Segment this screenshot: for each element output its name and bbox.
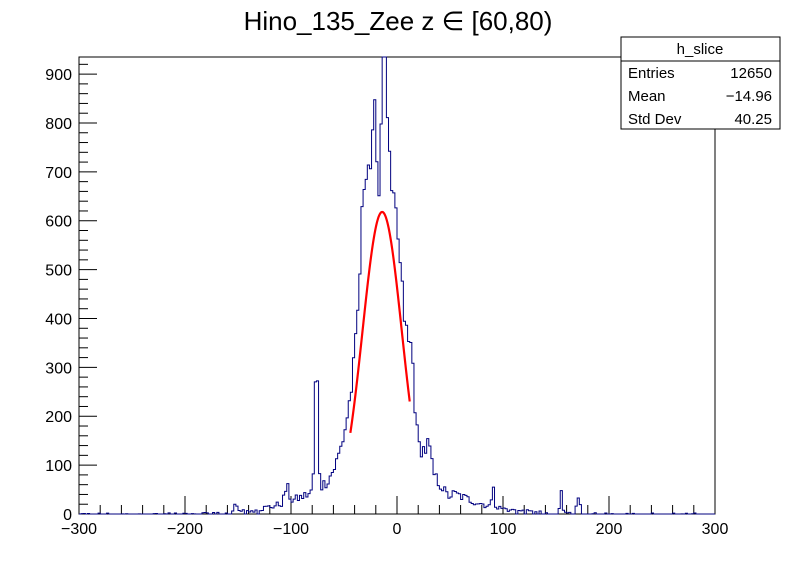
- x-axis-ticks: [78, 496, 716, 514]
- x-tick-label: 0: [393, 521, 402, 538]
- x-tick-label: 200: [596, 521, 623, 538]
- y-axis-ticks: [79, 63, 97, 515]
- stats-box-name: h_slice: [677, 41, 724, 58]
- x-tick-label: −200: [167, 521, 203, 538]
- y-tick-label: 300: [45, 360, 72, 377]
- stats-mean-value: −14.96: [726, 88, 772, 105]
- y-tick-label: 800: [45, 116, 72, 133]
- stats-entries-value: 12650: [730, 65, 772, 82]
- gaussian-fit-curve: [349, 210, 411, 434]
- y-tick-label: 400: [45, 311, 72, 328]
- x-tick-label: 100: [490, 521, 517, 538]
- y-tick-label: 700: [45, 165, 72, 182]
- stats-mean-label: Mean: [628, 88, 666, 105]
- y-tick-label: 500: [45, 263, 72, 280]
- x-tick-label: −100: [273, 521, 309, 538]
- x-axis-tick-labels: −300 −200 −100 0 100 200 300: [61, 521, 728, 538]
- stats-stddev-label: Std Dev: [628, 111, 682, 128]
- y-tick-label: 0: [63, 507, 72, 524]
- stats-stddev-value: 40.25: [734, 111, 772, 128]
- histogram-series: [79, 56, 715, 515]
- x-tick-label: −300: [61, 521, 97, 538]
- y-axis-tick-labels: 0 100 200 300 400 500 600 700 800 900: [45, 67, 72, 524]
- y-tick-label: 100: [45, 458, 72, 475]
- y-tick-label: 600: [45, 214, 72, 231]
- stats-box: h_slice Entries 12650 Mean −14.96 Std De…: [620, 36, 781, 130]
- chart-title: Hino_135_Zee z ∈ [60,80): [244, 6, 553, 36]
- stats-entries-label: Entries: [628, 65, 675, 82]
- y-tick-label: 900: [45, 67, 72, 84]
- stats-box-frame: [620, 36, 781, 130]
- x-tick-label: 300: [702, 521, 729, 538]
- y-tick-label: 200: [45, 409, 72, 426]
